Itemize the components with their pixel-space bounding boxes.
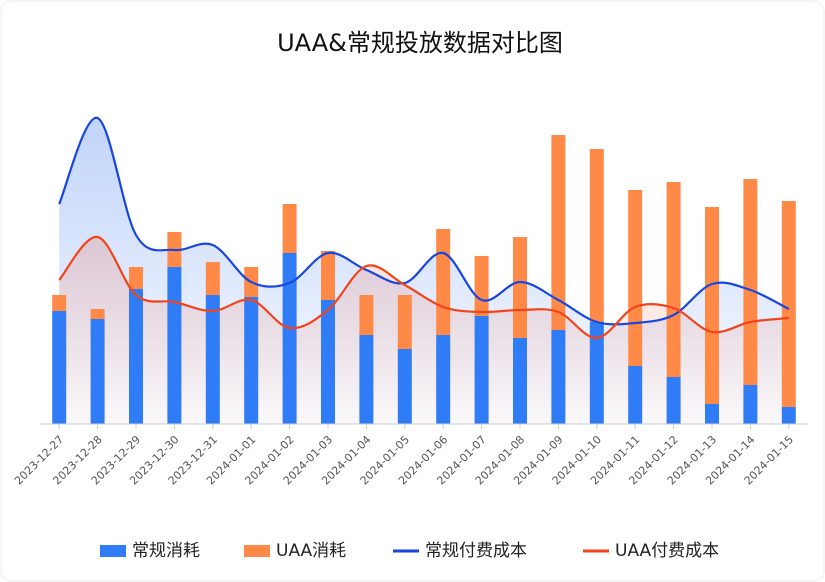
bar — [474, 256, 489, 316]
line — [58, 235, 789, 340]
bar — [52, 295, 67, 311]
bar — [666, 182, 681, 377]
bar — [628, 366, 643, 424]
line-area — [59, 236, 789, 424]
bar — [359, 295, 374, 335]
legend-label: UAA付费成本 — [615, 541, 719, 561]
bar — [129, 267, 143, 289]
bar — [436, 229, 451, 335]
bar — [129, 289, 143, 424]
bar — [513, 237, 527, 338]
bar — [244, 297, 259, 424]
bar — [282, 204, 297, 253]
bar — [551, 135, 566, 330]
legend-label: 常规付费成本 — [425, 541, 527, 561]
bar — [705, 404, 719, 424]
bar — [474, 316, 489, 424]
bar — [205, 295, 220, 424]
legend-label: 常规消耗 — [132, 541, 200, 561]
legend-label: UAA消耗 — [276, 541, 346, 561]
bar — [628, 190, 643, 366]
chart-title: UAA&常规投放数据对比图 — [277, 29, 563, 57]
bar — [90, 319, 105, 424]
bar — [90, 309, 105, 319]
bar — [513, 338, 527, 424]
bar — [397, 349, 412, 424]
bar — [321, 251, 335, 300]
bar — [167, 267, 182, 424]
bar — [436, 335, 451, 424]
legend-swatch — [100, 545, 126, 557]
bar — [781, 407, 796, 424]
bar — [551, 330, 566, 424]
bar — [359, 335, 374, 424]
bar — [589, 322, 604, 424]
bar — [781, 201, 796, 407]
bar — [666, 377, 681, 424]
bar — [52, 311, 67, 424]
bar — [743, 179, 758, 385]
bar — [589, 149, 604, 322]
bar — [397, 295, 412, 349]
bar — [705, 207, 719, 404]
line — [58, 116, 790, 326]
bar — [205, 262, 220, 295]
bar — [321, 300, 335, 424]
legend-swatch — [244, 545, 270, 557]
bar — [743, 385, 758, 424]
bar — [282, 253, 297, 424]
